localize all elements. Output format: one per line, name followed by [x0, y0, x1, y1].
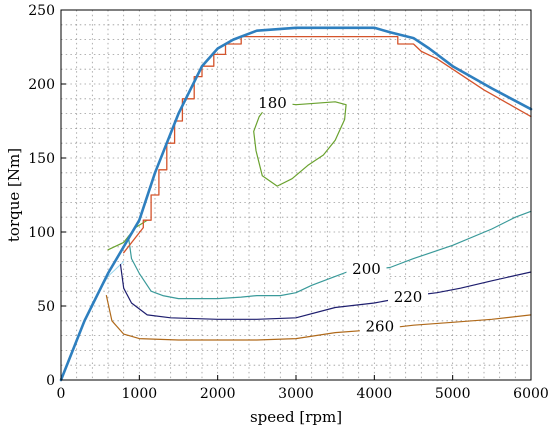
y-tick-label: 100: [28, 225, 55, 241]
stepped-limit-line: [123, 35, 532, 254]
envelope-line: [59, 26, 533, 382]
y-tick-label: 50: [37, 299, 55, 315]
contour-label-gap: [388, 287, 429, 307]
x-tick-label: 1000: [122, 386, 158, 402]
contour-220-line: [119, 264, 532, 320]
contour-label-gap: [252, 93, 293, 113]
contour-label: 260: [365, 318, 394, 336]
contour-label-gap: [346, 259, 387, 278]
x-tick-label: 0: [57, 386, 66, 402]
y-tick-label: 150: [28, 151, 55, 167]
contour-label: 180: [258, 94, 287, 112]
contour-label: 200: [352, 260, 381, 278]
contour-label-gap: [359, 316, 400, 336]
contour-label: 220: [394, 288, 423, 306]
y-tick-label: 200: [28, 77, 55, 93]
plot-frame: [60, 9, 532, 381]
x-tick-label: 5000: [435, 386, 471, 402]
y-axis-label: torque [Nm]: [5, 148, 23, 242]
x-tick-label: 6000: [513, 386, 549, 402]
contour-260-line: [105, 295, 532, 341]
tick-labels: 0 1000 2000 3000 4000 5000 6000 0 50 100 150 200 250: [28, 3, 549, 402]
y-tick-label: 0: [46, 373, 55, 389]
contour-200-line: [127, 210, 532, 300]
x-tick-label: 3000: [278, 386, 314, 402]
x-axis-label: speed [rpm]: [250, 408, 342, 426]
contour-180-lower-line: [107, 219, 148, 251]
x-tick-label: 4000: [357, 386, 393, 402]
series-layer: [59, 26, 533, 382]
y-tick-label: 250: [28, 3, 55, 19]
x-tick-label: 2000: [200, 386, 236, 402]
contour-180-line: [253, 101, 347, 187]
grid: [61, 10, 531, 380]
